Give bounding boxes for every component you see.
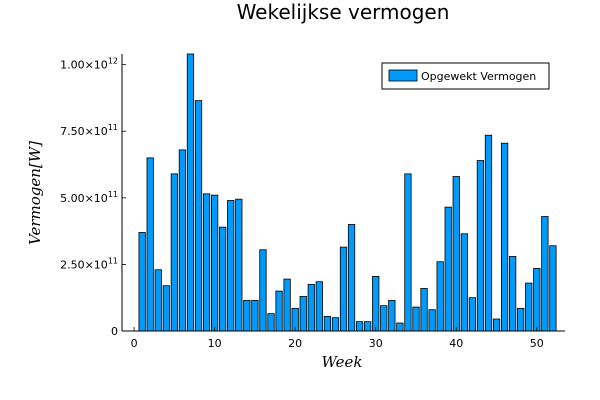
bar-week-10 (211, 194, 219, 332)
bar-week-6 (178, 149, 187, 332)
y-tick-label: 1.00×1012 (60, 57, 118, 72)
bar-week-21 (299, 295, 307, 332)
bar-week-35 (412, 306, 420, 332)
bar-week-2 (146, 157, 154, 332)
bar-week-8 (194, 100, 203, 332)
legend-swatch (388, 69, 418, 82)
bar-week-16 (259, 249, 267, 332)
bar-week-43 (476, 160, 485, 332)
y-tick-label: 2.50×1011 (60, 256, 118, 271)
bar-week-41 (460, 233, 468, 332)
x-tick-label: 10 (208, 337, 222, 350)
bar-week-24 (323, 315, 332, 332)
bar-week-49 (525, 282, 533, 332)
bar-week-44 (484, 134, 493, 332)
bar-week-48 (517, 307, 525, 332)
bar-week-45 (492, 318, 501, 332)
bar-week-51 (541, 216, 549, 332)
bar-week-23 (315, 281, 323, 332)
bar-week-19 (283, 278, 291, 332)
bar-week-33 (396, 322, 404, 332)
bar-week-38 (436, 261, 444, 332)
bar-week-31 (380, 305, 388, 332)
bar-week-11 (219, 226, 227, 332)
bar-week-39 (444, 206, 452, 332)
bar-week-26 (339, 246, 348, 332)
bar-week-3 (154, 269, 162, 332)
bar-week-42 (468, 297, 476, 332)
x-tick-label: 30 (369, 337, 383, 350)
y-axis-label: Vermogen[W] (26, 141, 44, 245)
x-tick-label: 40 (449, 337, 463, 350)
legend-label: Opgewekt Vermogen (421, 70, 536, 83)
bar-week-15 (251, 299, 259, 332)
bar-week-4 (162, 285, 170, 332)
y-tick-label: 0 (111, 325, 118, 338)
bar-week-14 (243, 299, 251, 332)
bar-week-27 (347, 224, 356, 332)
bar-week-40 (452, 176, 460, 332)
bar-week-36 (420, 287, 428, 332)
bar-week-29 (364, 321, 372, 332)
bar-week-7 (186, 53, 195, 332)
chart-title: Wekelijkse vermogen (237, 0, 450, 24)
bar-week-50 (533, 268, 541, 332)
bar-week-1 (138, 232, 146, 332)
x-ticks: 0 10 20 30 40 50 (131, 327, 544, 350)
x-tick-label: 20 (288, 337, 302, 350)
bar-week-22 (307, 283, 315, 332)
legend: Opgewekt Vermogen (381, 62, 550, 90)
bar-week-32 (388, 299, 396, 332)
x-axis-label: Week (321, 353, 362, 371)
bar-week-17 (267, 313, 275, 332)
bar-week-28 (355, 321, 364, 332)
y-tick-label: 7.50×1011 (60, 123, 118, 138)
bars-group (138, 53, 557, 332)
bar-week-46 (500, 142, 509, 332)
bar-week-34 (404, 173, 412, 332)
bar-week-30 (372, 275, 380, 332)
bar-week-13 (235, 198, 243, 332)
bar-week-18 (275, 290, 283, 332)
x-tick-label: 0 (131, 337, 138, 350)
bar-week-25 (331, 317, 340, 332)
bar-week-9 (202, 193, 211, 332)
y-tick-label: 5.00×1011 (60, 190, 118, 205)
bar-week-12 (227, 200, 235, 332)
bar-week-37 (428, 309, 436, 332)
bar-week-52 (549, 245, 557, 332)
x-tick-label: 50 (530, 337, 544, 350)
bar-week-47 (509, 256, 517, 332)
y-ticks: 0 2.50×1011 5.00×1011 7.50×1011 1.00×1012 (60, 57, 126, 338)
bar-week-5 (170, 173, 178, 332)
